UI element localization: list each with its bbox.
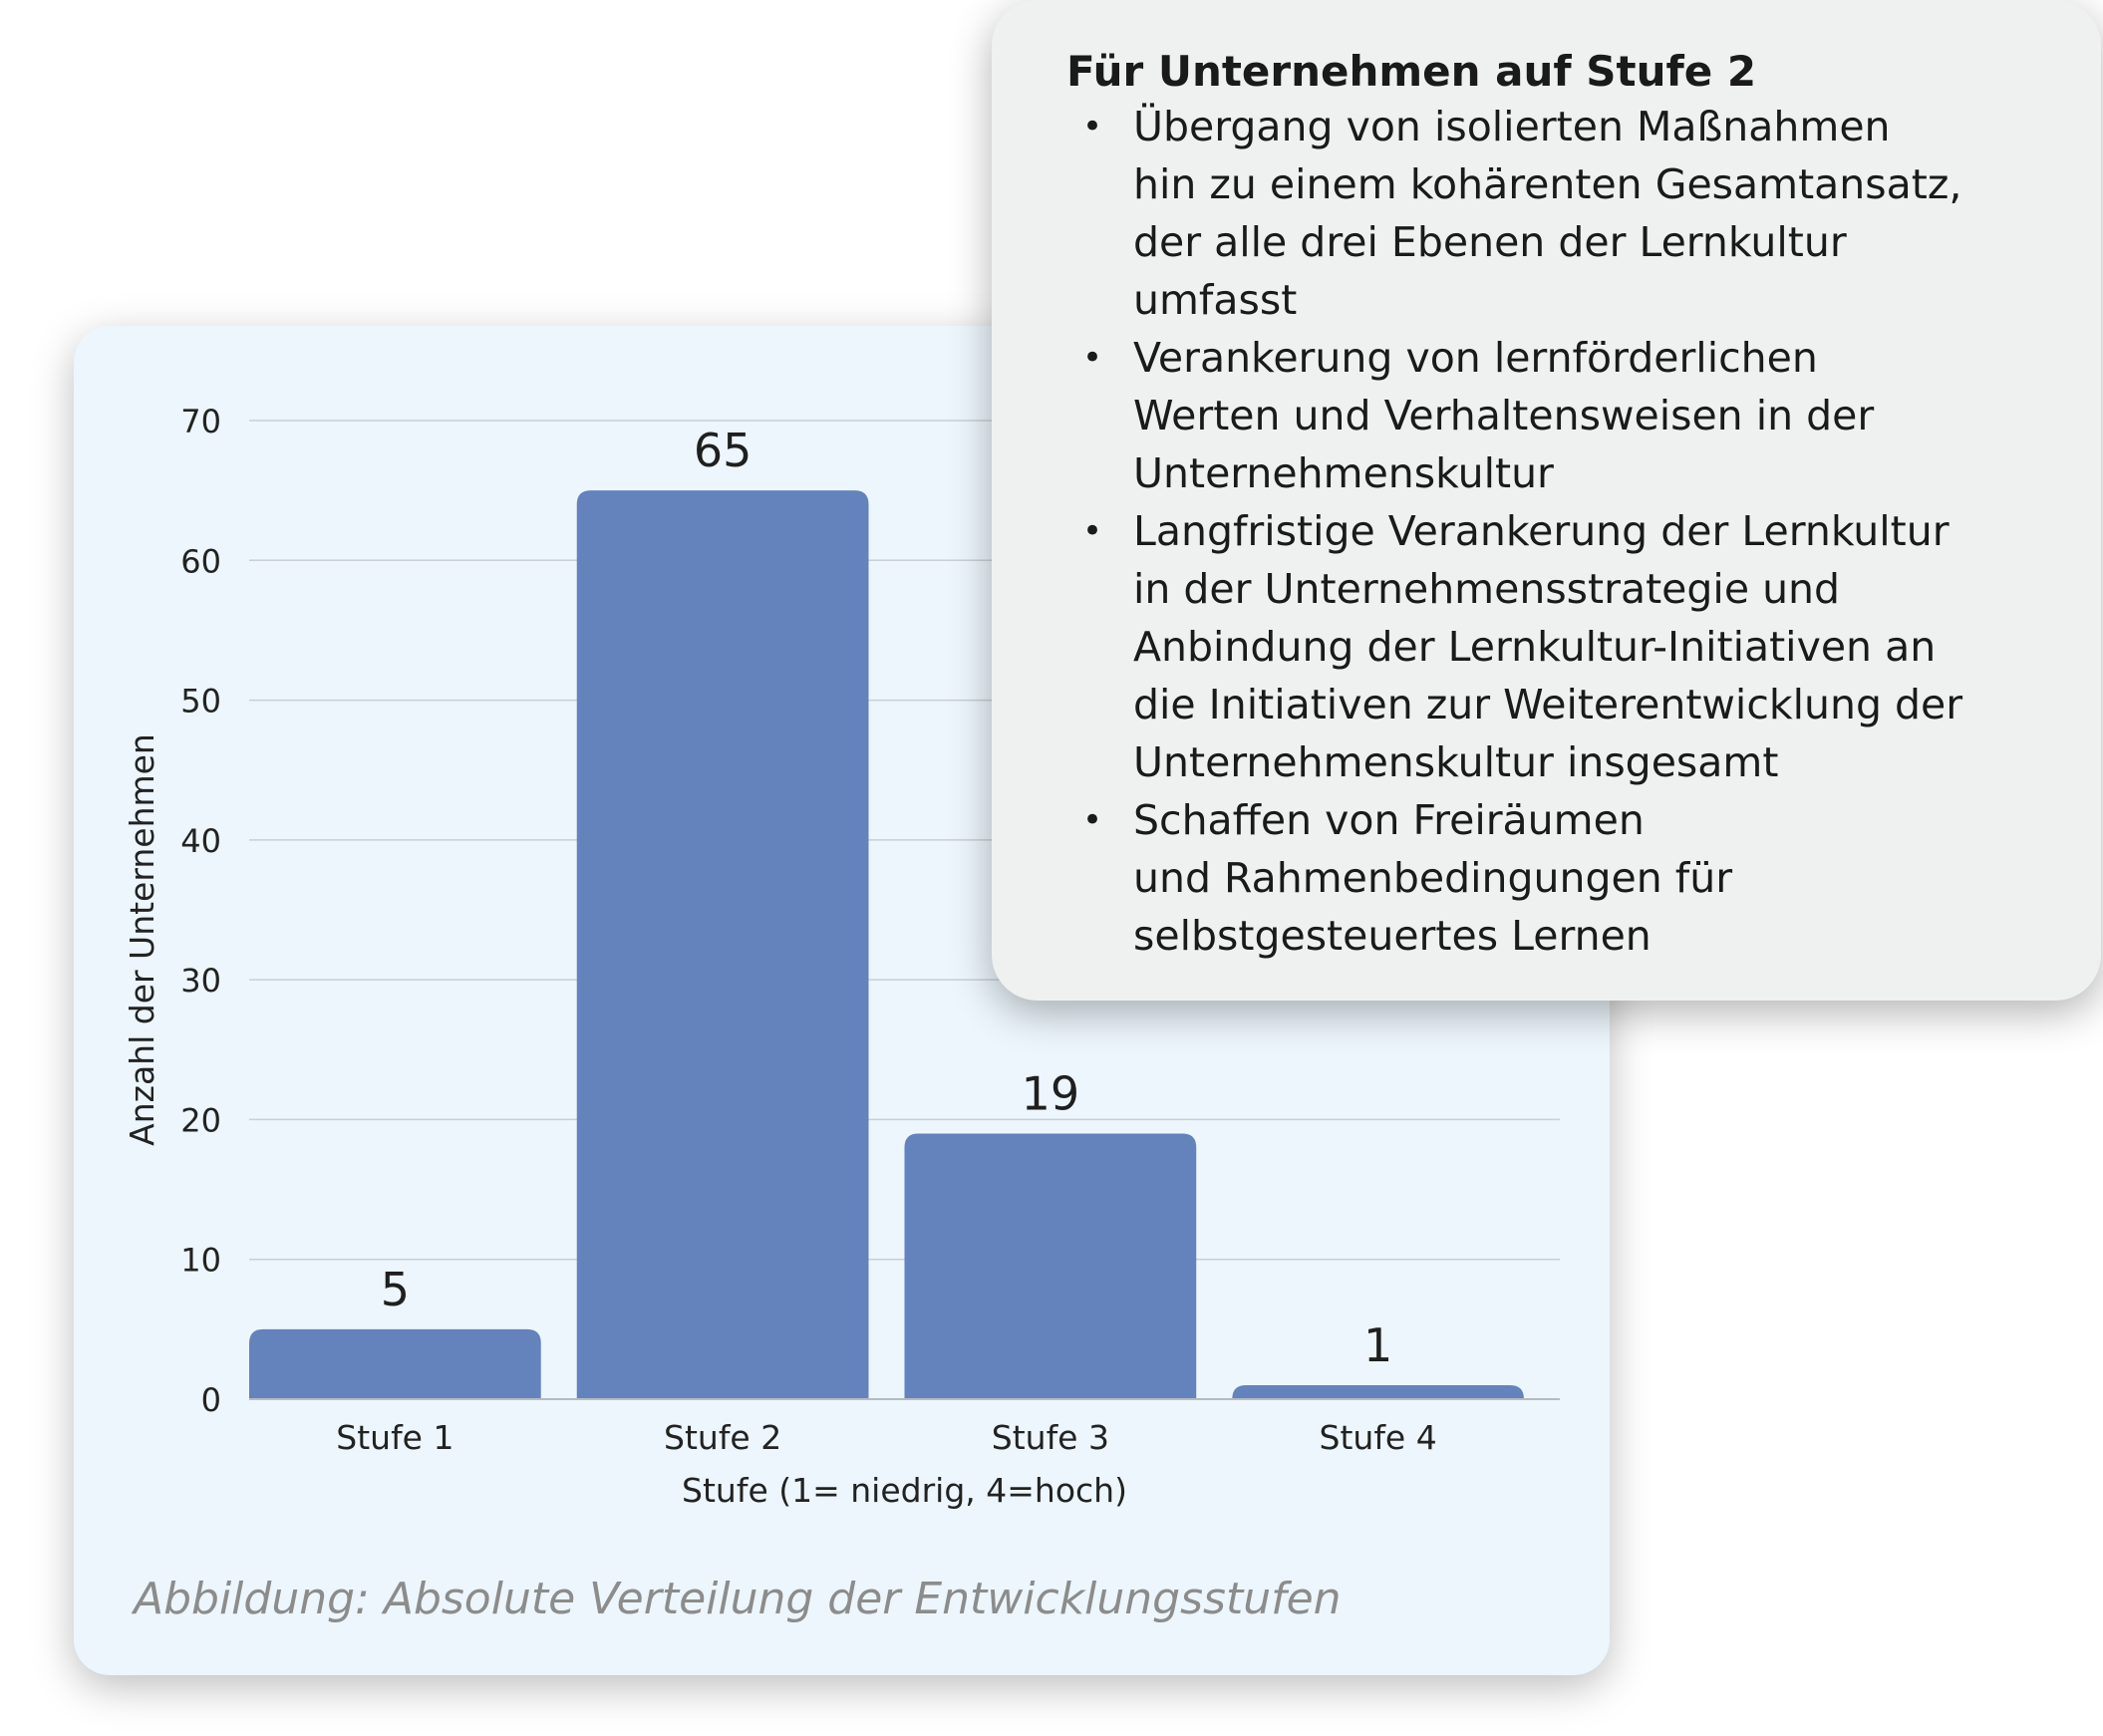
y-tick-label: 30 (180, 962, 221, 1000)
info-item-line: hin zu einem kohärenten Gesamtansatz, (1133, 160, 1962, 208)
x-axis-title: Stufe (1= niedrig, 4=hoch) (682, 1471, 1127, 1510)
info-item-line: in der Unternehmensstrategie und (1133, 565, 1841, 613)
info-list-item: • Verankerung von lernförderlichen Werten … (1066, 329, 2083, 502)
data-label: 19 (1022, 1066, 1080, 1120)
bullet-icon: • (1082, 107, 1103, 146)
y-tick-label: 50 (180, 683, 221, 721)
info-list-item: • Schaffen von Freiräumen und Rahmenbeding… (1066, 791, 2083, 965)
y-tick-label: 70 (180, 403, 221, 440)
info-item-line: Übergang von isolierten Maßnahmen (1133, 103, 1891, 150)
y-tick-label: 20 (180, 1101, 221, 1139)
y-tick-label: 40 (180, 822, 221, 860)
bar-chart: 0 10 20 30 40 50 60 70 5 Stufe 1 65 Stufe 2 19 Stufe … (123, 403, 1560, 1510)
y-tick-label: 10 (180, 1242, 221, 1280)
info-item-line: umfasst (1133, 276, 1298, 324)
bar-stufe-1 (249, 1328, 541, 1399)
info-box-title: Für Unternehmen auf Stufe 2 (1066, 47, 1757, 96)
y-tick-label: 0 (201, 1381, 221, 1419)
figure-caption: Abbildung: Absolute Verteilung der Entwi… (134, 1574, 1342, 1624)
data-label: 1 (1363, 1318, 1392, 1372)
x-tick-label: Stufe 2 (664, 1418, 781, 1457)
info-list-item: • Langfristige Verankerung der Lernkultur… (1066, 502, 2083, 791)
info-item-line: Schaffen von Freiräumen (1133, 796, 1645, 844)
info-item-line: und Rahmenbedingungen für (1133, 854, 1733, 902)
data-label: 65 (694, 424, 752, 477)
bullet-icon: • (1082, 338, 1103, 378)
info-item-line: Unternehmenskultur insgesamt (1133, 738, 1779, 786)
x-tick-label: Stufe 4 (1320, 1418, 1437, 1457)
info-item-line: Unternehmenskultur (1133, 449, 1554, 497)
info-item-line: Verankerung von lernförderlichen (1133, 334, 1818, 382)
bullet-icon: • (1082, 511, 1103, 551)
info-item-line: selbstgesteuertes Lernen (1133, 912, 1652, 960)
info-item-line: Langfristige Verankerung der Lernkultur (1133, 507, 1950, 555)
x-tick-label: Stufe 3 (992, 1418, 1109, 1457)
y-axis-title: Anzahl der Unternehmen (123, 733, 161, 1146)
bar-stufe-4 (1232, 1384, 1524, 1399)
info-item-line: der alle drei Ebenen der Lernkultur (1133, 218, 1847, 266)
info-box: Für Unternehmen auf Stufe 2 • Übergang vo… (992, 0, 2101, 1001)
info-box-list: • Übergang von isolierten Maßnahmen hin zu… (1066, 98, 2083, 965)
info-item-line: Anbindung der Lernkultur-Initiativen an (1133, 623, 1937, 671)
data-label: 5 (381, 1263, 410, 1316)
info-list-item: • Übergang von isolierten Maßnahmen hin zu… (1066, 98, 2083, 329)
y-tick-label: 60 (180, 542, 221, 580)
info-item-line: die Initiativen zur Weiterentwicklung de… (1133, 681, 1963, 728)
bar-stufe-3 (904, 1133, 1197, 1399)
bullet-icon: • (1082, 800, 1103, 840)
x-tick-label: Stufe 1 (336, 1418, 453, 1457)
info-item-line: Werten und Verhaltensweisen in der (1133, 392, 1875, 439)
bar-stufe-2 (576, 490, 869, 1400)
